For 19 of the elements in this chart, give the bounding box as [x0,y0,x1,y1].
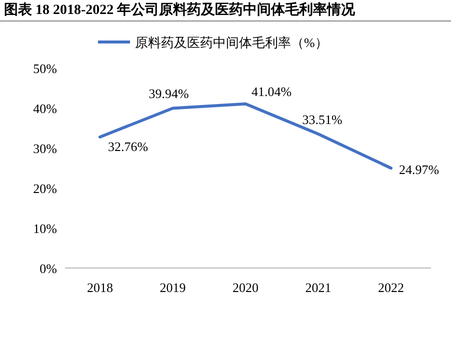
y-tick-label: 50% [33,61,58,76]
x-tick-label: 2020 [232,280,258,295]
legend-label: 原料药及医药中间体毛利率（%） [135,35,328,50]
y-tick-label: 0% [40,261,58,276]
y-tick-label: 20% [33,181,58,196]
data-label: 33.51% [302,112,342,127]
x-tick-label: 2019 [160,280,186,295]
y-tick-label: 30% [33,141,58,156]
data-label: 41.04% [252,84,292,99]
y-tick-label: 40% [33,101,58,116]
data-label: 39.94% [148,86,189,102]
data-label: 32.76% [108,138,148,154]
y-tick-label: 10% [33,221,58,236]
data-label: 24.97% [399,162,440,178]
x-tick-label: 2018 [87,280,113,295]
line-series [98,102,392,170]
x-tick-label: 2022 [378,280,404,295]
x-tick-label: 2021 [305,280,332,295]
chart-title: 图表 18 2018-2022 年公司原料药及医药中间体毛利率情况 [4,1,356,18]
